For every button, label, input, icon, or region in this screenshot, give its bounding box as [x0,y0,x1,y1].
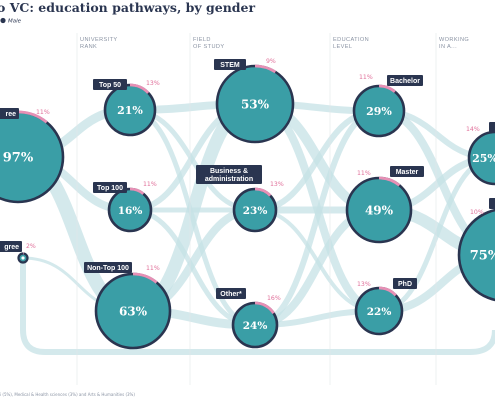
category-tag [196,165,262,184]
male-pct-label: 3% [0,266,18,279]
male-bubble [467,130,495,186]
male-pct-label: 63% [119,304,148,318]
category-tag-label: gree [4,244,19,251]
node-1: 3% 2% gree [0,241,36,279]
column-header-line: FIELD [193,37,211,43]
male-pct-label: 24% [243,320,268,332]
female-arc [132,272,158,284]
female-pct-label: 13% [146,80,160,87]
male-pct-label: 22% [367,306,392,318]
legend-male-swatch [0,17,6,24]
category-tag [393,278,417,289]
node-6: 23% 13% Business &administration [196,165,284,233]
chart-header: o VC: education pathways, by gender Male [0,0,255,25]
female-pct-label: 13% [270,181,284,188]
category-tag-label: Other* [220,291,242,298]
female-pct-label: 11% [36,109,50,116]
legend-male-label: Male [8,19,22,25]
male-bubble-core [21,256,25,260]
male-pct-label: 21% [117,104,143,117]
male-bubble [457,208,495,302]
category-tag [390,166,424,177]
category-tag [93,79,127,90]
node-12: 75% 10% [457,198,495,302]
category-tag-label: Bachelor [390,78,420,85]
node-11: 25% 14% [466,122,495,186]
female-arc [378,84,396,93]
category-tag-label: ree [5,111,16,118]
column-header-line: UNIVERSITY [80,37,118,43]
female-arc [129,187,145,195]
category-tag-label: STEM [220,62,240,69]
node-7: 24% 16% Other* [216,288,281,349]
node-3: 16% 11% Top 100 [93,181,157,233]
flow-band [20,262,495,355]
category-tag [93,182,127,193]
category-tag-label: administration [205,176,253,183]
female-pct-label: 11% [146,265,160,272]
column-header-line: IN A... [439,44,457,50]
column-header-line: RANK [80,44,97,50]
column-header-line: OF STUDY [193,44,224,50]
female-pct-label: 11% [143,181,157,188]
chart-title: o VC: education pathways, by gender [0,0,255,15]
category-tag [0,108,19,119]
node-2: 21% 13% Top 50 [93,79,160,137]
node-5: 53% 9% STEM [214,58,295,144]
male-pct-label: 16% [118,205,143,217]
female-pct-label: 10% [470,209,484,216]
male-pct-label: 97% [3,151,34,166]
category-tag-label: Master [396,169,419,176]
category-tag [489,122,495,133]
category-tag-label: Non-Top 100 [87,265,129,272]
column-header-line: LEVEL [333,44,352,50]
female-arc [17,110,48,124]
column-header-line: EDUCATION [333,37,369,43]
category-tag [216,288,246,299]
female-arc [254,301,275,315]
category-tag [0,241,22,252]
node-10: 22% 13% PhD [354,278,417,336]
category-tag [387,75,423,86]
female-pct-label: 11% [357,170,371,177]
category-tag [214,59,246,70]
node-0: 97% 11% ree [0,108,65,204]
male-pct-label: 25% [472,152,495,165]
category-tag-label: Business & [210,168,248,175]
male-pct-label: 29% [366,105,392,118]
female-pct-label: 14% [466,126,480,133]
male-pct-label: 75% [470,249,495,264]
female-pct-label: 13% [357,281,371,288]
female-arc [378,176,401,187]
bubble-nodes: 97% 11% ree 3% 2% gree 21% 13% Top 50 16% 11% Top 1… [0,58,495,350]
node-4: 63% 11% Non-Top 100 [84,262,172,350]
node-9: 49% 11% Master [345,166,424,244]
category-tag [84,262,132,273]
female-pct-label: 9% [266,58,276,65]
category-tag-label: Top 100 [97,185,123,192]
female-arc [254,64,277,74]
category-tag-label: PhD [398,281,412,288]
female-pct-label: 16% [267,295,281,302]
footnote: i (5%), Medical & Health sciences (3%) a… [0,392,135,397]
female-pct-label: 11% [359,74,373,81]
category-tag [489,198,495,209]
female-arc [378,286,397,297]
column-header-line: WORKING [439,37,469,43]
female-arc [129,83,150,94]
male-pct-label: 23% [243,205,268,217]
category-tag-label: Top 50 [99,82,121,89]
male-pct-label: 49% [365,203,394,217]
female-pct-label: 2% [26,243,36,250]
female-arc [254,187,272,197]
node-8: 29% 11% Bachelor [352,74,423,138]
male-pct-label: 53% [241,97,270,111]
